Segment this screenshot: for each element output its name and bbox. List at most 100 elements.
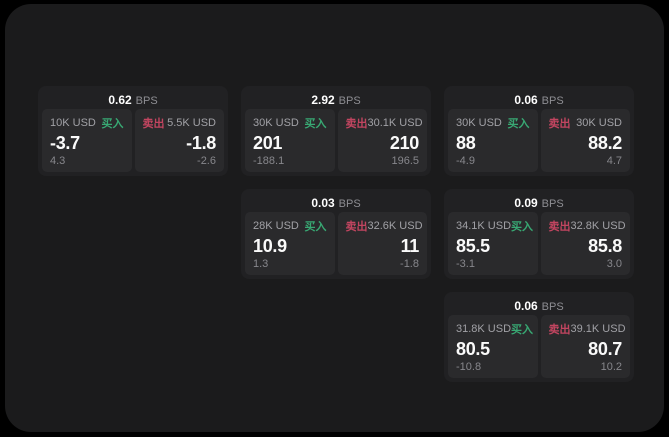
sell-price: -1.8 [186,133,216,153]
sell-price: 11 [400,236,420,256]
sell-tile-top: 卖出 39.1K USD [548,321,626,337]
buy-price: 88 [456,133,476,153]
card-header: 0.62 BPS [42,90,224,109]
buy-delta: -3.1 [456,258,475,270]
buy-delta: -10.8 [456,361,482,373]
buy-delta: -188.1 [253,155,285,167]
sell-tag[interactable]: 卖出 [548,221,571,233]
buy-tile[interactable]: 10K USD 买入 -3.7 4.3 [42,109,132,172]
buy-tag[interactable]: 买入 [511,221,534,233]
buy-amount: 10K USD [50,117,96,129]
sell-tile[interactable]: 卖出 5.5K USD -1.8 -2.6 [134,109,224,172]
sell-amount: 5.5K USD [167,117,216,129]
sell-amount: 30K USD [576,117,622,129]
bps-value: 0.62 [108,93,132,107]
buy-tag[interactable]: 买入 [101,118,124,130]
sell-price: 80.7 [588,339,622,359]
card-header: 0.09 BPS [448,193,630,212]
sell-delta: -2.6 [197,155,216,167]
sell-tile[interactable]: 卖出 32.6K USD 11 -1.8 [337,212,427,275]
bps-unit-label: BPS [135,95,158,107]
quote-card: 0.06 BPS 31.8K USD 买入 80.5 -10.8 卖出 39.1K USD 80… [444,292,634,382]
sell-price: 210 [389,133,419,153]
buy-tile-top: 31.8K USD 买入 [456,321,534,337]
sell-amount: 39.1K USD [570,323,626,335]
buy-delta: 4.3 [50,155,66,167]
card-header: 0.06 BPS [448,296,630,315]
buy-price: 85.5 [456,236,490,256]
quote-card: 0.06 BPS 30K USD 买入 88 -4.9 卖出 30K USD 88.2 4.7 [444,86,634,176]
buy-tag[interactable]: 买入 [304,118,327,130]
buy-tile-top: 28K USD 买入 [253,218,327,234]
card-header: 0.03 BPS [245,193,427,212]
quote-tiles: 30K USD 买入 201 -188.1 卖出 30.1K USD 210 196.5 [245,109,427,172]
sell-tile[interactable]: 卖出 32.8K USD 85.8 3.0 [540,212,630,275]
sell-tile-top: 卖出 32.6K USD [345,218,423,234]
sell-price: 85.8 [588,236,622,256]
buy-tile-top: 30K USD 买入 [253,115,327,131]
buy-amount: 34.1K USD [456,220,512,232]
sell-delta: 196.5 [391,155,419,167]
sell-tile[interactable]: 卖出 39.1K USD 80.7 10.2 [540,315,630,378]
sell-tag[interactable]: 卖出 [345,118,368,130]
buy-tile-top: 34.1K USD 买入 [456,218,534,234]
quote-card: 0.09 BPS 34.1K USD 买入 85.5 -3.1 卖出 32.8K USD 85.… [444,189,634,279]
buy-tile[interactable]: 31.8K USD 买入 80.5 -10.8 [448,315,538,378]
sell-tag[interactable]: 卖出 [548,118,571,130]
sell-tile[interactable]: 卖出 30.1K USD 210 196.5 [337,109,427,172]
bps-value: 2.92 [311,93,335,107]
sell-tile-top: 卖出 30K USD [549,115,623,131]
quote-cards-grid: 0.62 BPS 10K USD 买入 -3.7 4.3 卖出 5.5K USD -1.8 -2.… [38,86,634,382]
bps-unit-label: BPS [541,95,564,107]
quote-tiles: 31.8K USD 买入 80.5 -10.8 卖出 39.1K USD 80.7 10.2 [448,315,630,378]
sell-tag[interactable]: 卖出 [345,221,368,233]
sell-tile-top: 卖出 32.8K USD [548,218,626,234]
buy-delta: 1.3 [253,258,269,270]
app-surface: 0.62 BPS 10K USD 买入 -3.7 4.3 卖出 5.5K USD -1.8 -2.… [5,4,664,432]
buy-amount: 30K USD [456,117,502,129]
quote-card: 0.03 BPS 28K USD 买入 10.9 1.3 卖出 32.6K USD 11 -1.8 [241,189,431,279]
buy-amount: 30K USD [253,117,299,129]
buy-tile[interactable]: 30K USD 买入 88 -4.9 [448,109,538,172]
sell-delta: 4.7 [606,155,622,167]
buy-tag[interactable]: 买入 [507,118,530,130]
buy-tag[interactable]: 买入 [511,324,534,336]
sell-price: 88.2 [588,133,622,153]
sell-tag[interactable]: 卖出 [548,324,571,336]
buy-price: -3.7 [50,133,80,153]
quote-tiles: 34.1K USD 买入 85.5 -3.1 卖出 32.8K USD 85.8 3.0 [448,212,630,275]
sell-delta: 3.0 [606,258,622,270]
buy-tile-top: 10K USD 买入 [50,115,124,131]
bps-value: 0.03 [311,196,335,210]
buy-tile[interactable]: 30K USD 买入 201 -188.1 [245,109,335,172]
buy-amount: 31.8K USD [456,323,512,335]
buy-amount: 28K USD [253,220,299,232]
card-header: 0.06 BPS [448,90,630,109]
buy-price: 10.9 [253,236,287,256]
sell-tile-top: 卖出 30.1K USD [345,115,423,131]
bps-unit-label: BPS [338,95,361,107]
bps-value: 0.09 [514,196,538,210]
card-header: 2.92 BPS [245,90,427,109]
sell-tag[interactable]: 卖出 [142,118,165,130]
sell-amount: 32.6K USD [367,220,423,232]
buy-price: 80.5 [456,339,490,359]
sell-amount: 32.8K USD [570,220,626,232]
buy-delta: -4.9 [456,155,475,167]
bps-unit-label: BPS [541,301,564,313]
quote-tiles: 30K USD 买入 88 -4.9 卖出 30K USD 88.2 4.7 [448,109,630,172]
quote-card: 2.92 BPS 30K USD 买入 201 -188.1 卖出 30.1K USD 210 1… [241,86,431,176]
bps-value: 0.06 [514,299,538,313]
sell-amount: 30.1K USD [367,117,423,129]
buy-tile[interactable]: 28K USD 买入 10.9 1.3 [245,212,335,275]
bps-unit-label: BPS [338,198,361,210]
sell-delta: -1.8 [400,258,419,270]
quote-tiles: 28K USD 买入 10.9 1.3 卖出 32.6K USD 11 -1.8 [245,212,427,275]
buy-price: 201 [253,133,283,153]
sell-tile[interactable]: 卖出 30K USD 88.2 4.7 [540,109,630,172]
sell-delta: 10.2 [600,361,622,373]
buy-tile-top: 30K USD 买入 [456,115,530,131]
buy-tile[interactable]: 34.1K USD 买入 85.5 -3.1 [448,212,538,275]
buy-tag[interactable]: 买入 [304,221,327,233]
quote-card: 0.62 BPS 10K USD 买入 -3.7 4.3 卖出 5.5K USD -1.8 -2.… [38,86,228,176]
